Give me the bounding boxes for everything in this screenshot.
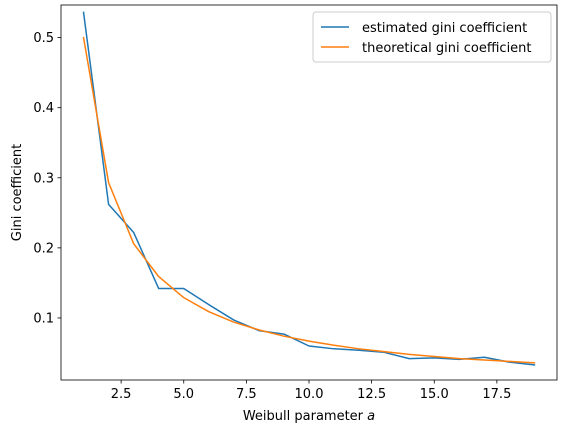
y-axis-ticks: 0.1 0.2 0.3 0.4 0.5 (33, 31, 61, 326)
x-tick-label: 12.5 (357, 387, 386, 402)
y-tick-label: 0.1 (33, 311, 54, 326)
y-tick-label: 0.4 (33, 101, 54, 116)
series-line-1 (82, 36, 536, 364)
x-tick-label: 5.0 (173, 387, 194, 402)
x-tick-label: 17.5 (482, 387, 511, 402)
x-axis-ticks: 2.5 5.0 7.5 10.0 12.5 15.0 17.5 (111, 380, 511, 402)
y-axis-label: Gini coefficient (10, 144, 25, 241)
x-axis-label-variable: a (367, 409, 375, 424)
x-tick-label: 15.0 (420, 387, 449, 402)
y-tick-label: 0.2 (33, 241, 54, 256)
x-tick-label: 10.0 (295, 387, 324, 402)
series-layer (82, 11, 536, 366)
plot-area (61, 5, 557, 380)
legend-box (312, 11, 552, 63)
legend-label-theoretical: theoretical gini coefficient (362, 41, 532, 56)
x-tick-label: 2.5 (111, 387, 132, 402)
legend-label-estimated: estimated gini coefficient (362, 21, 527, 36)
y-tick-label: 0.3 (33, 171, 54, 186)
x-axis-label: Weibull parameter a (243, 409, 375, 424)
x-tick-label: 7.5 (236, 387, 257, 402)
legend: estimated gini coefficient theoretical g… (312, 11, 552, 63)
x-axis-label-text: Weibull parameter (243, 409, 364, 424)
y-tick-label: 0.5 (33, 31, 54, 46)
